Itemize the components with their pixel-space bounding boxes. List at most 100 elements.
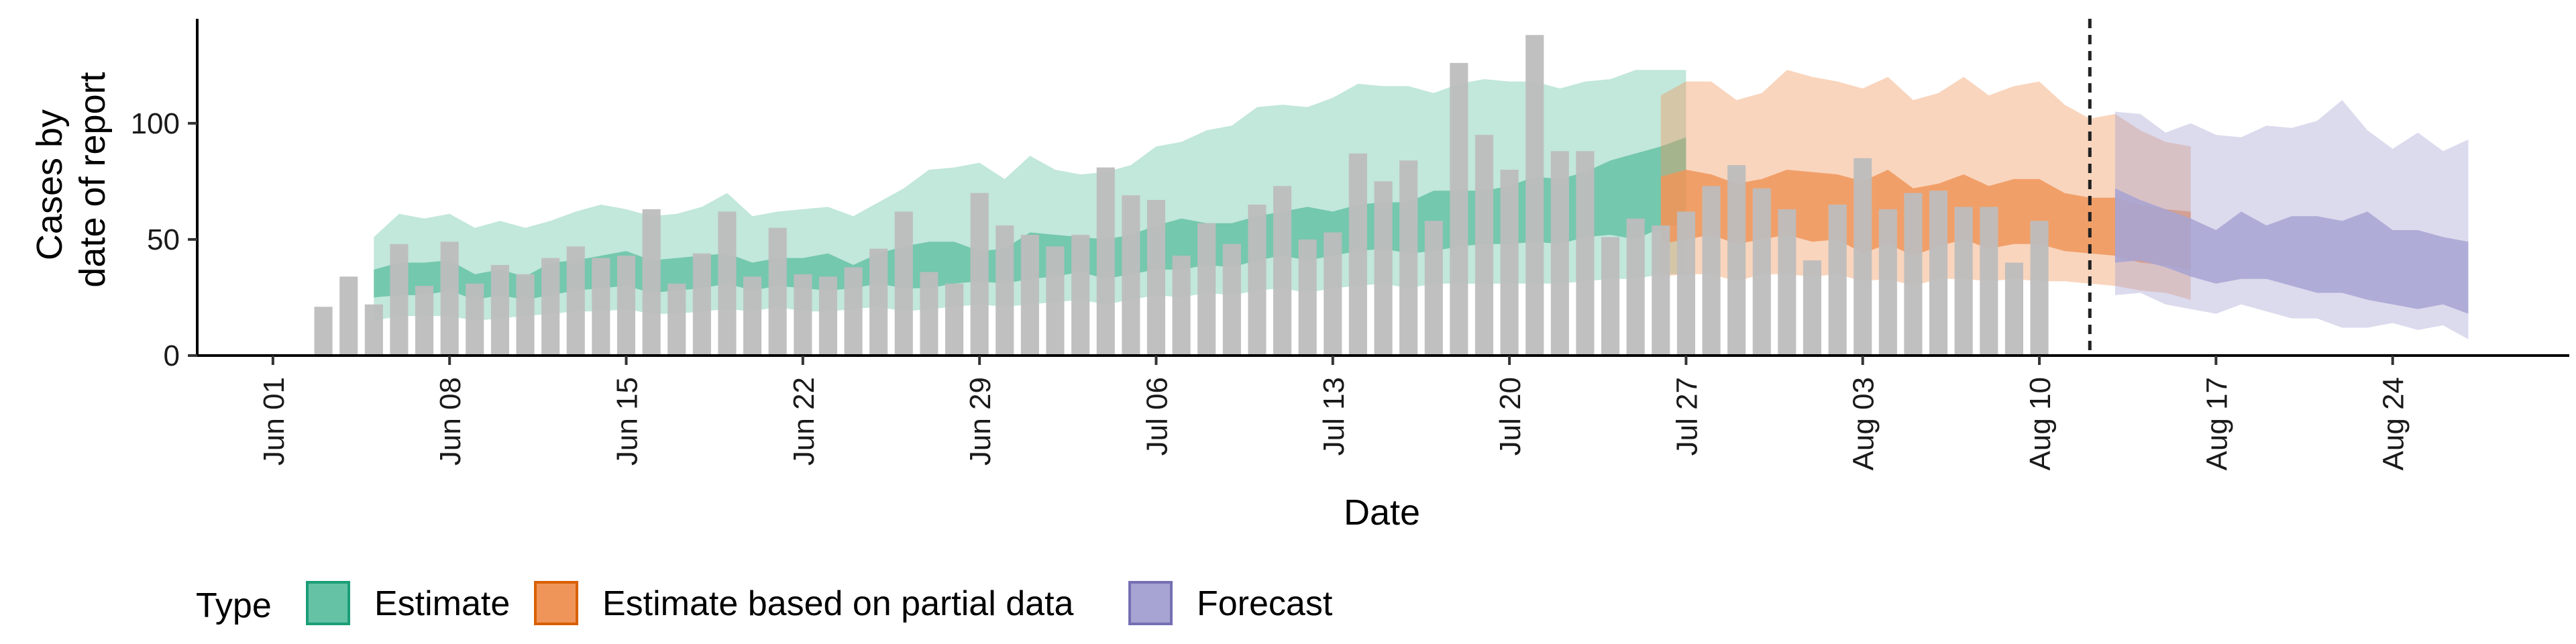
bar: [692, 253, 711, 356]
legend-key-0: [306, 581, 350, 625]
legend-title: Type: [196, 586, 272, 625]
x-tick-label: Aug 10: [2024, 377, 2057, 470]
bar: [1980, 207, 1998, 356]
y-tick-label: 0: [164, 339, 180, 372]
bar: [743, 276, 762, 356]
bar: [1424, 221, 1443, 356]
bar: [541, 258, 560, 356]
bar: [642, 209, 661, 356]
bar: [1601, 237, 1620, 356]
bar: [1878, 209, 1897, 356]
y-tick-label: 100: [131, 107, 180, 140]
ribbon-inner-2: [2114, 188, 2469, 314]
bar: [920, 272, 938, 356]
x-axis-title: Date: [1344, 492, 1420, 533]
bar: [566, 246, 585, 356]
bar: [1702, 186, 1721, 356]
bar: [1222, 244, 1241, 356]
ribbon-layer: [374, 70, 2469, 339]
bar: [592, 258, 610, 356]
bar: [1248, 205, 1267, 356]
bar: [1273, 186, 1292, 356]
bar: [1122, 195, 1140, 356]
x-tick-label: Jun 29: [964, 377, 997, 466]
bar: [768, 227, 787, 356]
y-tick-label: 50: [147, 223, 180, 256]
bar: [2004, 262, 2023, 356]
bar: [440, 241, 459, 356]
bar: [1803, 260, 1821, 356]
bar: [1172, 256, 1191, 356]
x-tick-label: Jun 08: [434, 377, 467, 466]
axes-layer: 0 50 100 Jun 01 Jun 08 Jun 15 Jun 22 Jun 29 Jul …: [131, 19, 2569, 470]
bar: [1197, 223, 1216, 356]
bar: [1500, 170, 1519, 356]
bar: [945, 283, 964, 356]
bar: [1828, 205, 1847, 356]
bar: [415, 286, 434, 356]
x-tick-label: Aug 03: [1847, 377, 1880, 470]
bar: [1020, 235, 1039, 356]
y-axis-title-line-2: date of report: [72, 72, 113, 287]
bar: [1778, 209, 1796, 356]
bar: [1676, 211, 1695, 356]
bar: [1525, 35, 1544, 356]
legend-label-2: Forecast: [1197, 584, 1333, 623]
bar: [1752, 188, 1771, 356]
bar: [2030, 221, 2049, 356]
bar: [390, 244, 409, 356]
bar: [364, 304, 383, 356]
bar: [1146, 200, 1165, 356]
x-tick-label: Aug 24: [2377, 377, 2410, 470]
bar: [466, 283, 484, 356]
bar: [894, 211, 913, 356]
bar: [1727, 165, 1746, 356]
legend-key-2: [1128, 581, 1173, 625]
bar: [718, 211, 737, 356]
x-tick-label: Jul 27: [1670, 377, 1703, 455]
bar: [1854, 158, 1872, 356]
bar: [1954, 207, 1973, 356]
legend-label-0: Estimate: [374, 584, 510, 623]
bar: [490, 265, 509, 356]
bar: [1929, 191, 1948, 356]
bar: [818, 276, 837, 356]
bar: [667, 283, 686, 356]
bar: [1348, 153, 1367, 356]
bar: [996, 225, 1014, 356]
bar: [1904, 193, 1923, 356]
bar: [1046, 246, 1065, 356]
bar: [1071, 235, 1090, 356]
bar: [1298, 239, 1317, 356]
bar: [516, 274, 535, 356]
bar: [794, 274, 812, 356]
bar: [869, 248, 888, 356]
x-tick-label: Jun 01: [258, 377, 290, 466]
legend-label-1: Estimate based on partial data: [602, 584, 1074, 623]
x-tick-label: Jul 06: [1140, 377, 1173, 455]
x-tick-label: Jul 13: [1318, 377, 1350, 455]
bar: [1324, 232, 1342, 356]
bar: [314, 307, 333, 356]
bar: [339, 276, 358, 356]
bar: [1474, 135, 1493, 356]
bar: [1652, 225, 1670, 356]
bar: [616, 256, 635, 356]
x-tick-label: Jul 20: [1494, 377, 1527, 455]
x-tick-label: Jun 22: [788, 377, 820, 466]
bar: [844, 267, 863, 356]
x-tick-label: Jun 15: [610, 377, 643, 466]
y-axis-title-line-1: Cases by: [30, 109, 70, 260]
bar: [1450, 62, 1468, 356]
bar: [1096, 167, 1115, 356]
bar: [970, 193, 989, 356]
bar: [1550, 151, 1569, 356]
ribbon-inner-1: [1660, 170, 2191, 270]
bars-layer: [314, 35, 2049, 356]
legend: Type Estimate Estimate based on partial d…: [196, 581, 1333, 625]
bar: [1374, 181, 1393, 356]
bar: [1626, 218, 1645, 356]
x-tick-label: Aug 17: [2200, 377, 2233, 470]
bar: [1576, 151, 1595, 356]
